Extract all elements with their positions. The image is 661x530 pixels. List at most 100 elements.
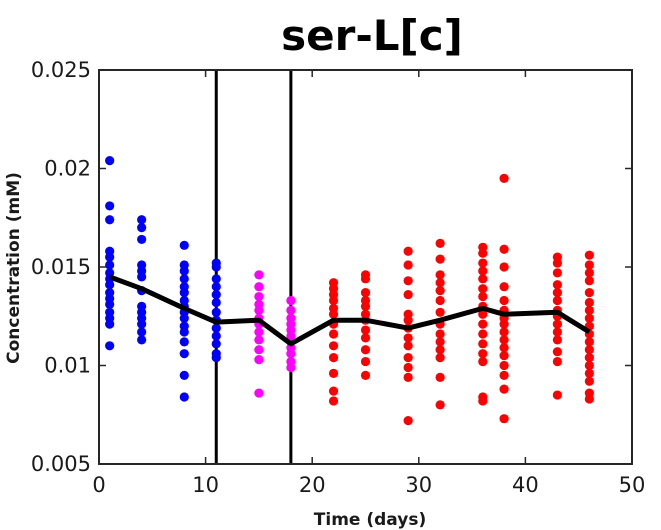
data-point xyxy=(552,280,562,290)
data-point xyxy=(435,372,445,382)
data-points xyxy=(105,156,594,426)
data-point xyxy=(360,345,371,355)
data-point xyxy=(105,252,115,262)
data-point xyxy=(584,345,594,355)
x-tick-label: 10 xyxy=(192,473,219,497)
data-point xyxy=(584,360,594,371)
data-point xyxy=(179,370,189,380)
data-point xyxy=(211,289,221,300)
data-point xyxy=(584,305,594,315)
data-point xyxy=(254,305,264,315)
data-point xyxy=(435,400,445,410)
data-point xyxy=(403,315,413,325)
data-point xyxy=(403,260,413,270)
data-point xyxy=(552,258,562,268)
chart-title: ser-L[c] xyxy=(281,11,463,60)
data-point xyxy=(360,288,371,298)
data-point xyxy=(499,327,509,337)
data-point xyxy=(584,313,594,323)
data-point xyxy=(360,301,371,311)
data-point xyxy=(478,284,488,294)
data-point xyxy=(137,223,147,233)
data-point xyxy=(403,341,413,351)
mean-line xyxy=(108,274,591,347)
data-point xyxy=(286,349,296,359)
data-point xyxy=(435,329,445,339)
x-tick-label: 0 xyxy=(92,473,105,497)
data-point xyxy=(179,327,189,337)
y-axis-label: Concentration (mM) xyxy=(4,172,24,364)
data-point xyxy=(211,297,221,308)
data-point xyxy=(478,319,488,329)
data-point xyxy=(584,376,594,386)
data-point xyxy=(403,246,413,256)
data-point xyxy=(403,276,413,286)
x-tick-label: 50 xyxy=(619,473,646,497)
data-point xyxy=(137,215,147,225)
data-point xyxy=(137,327,147,337)
data-point xyxy=(435,270,445,280)
data-point xyxy=(254,345,264,355)
data-point xyxy=(254,282,264,292)
data-point xyxy=(552,390,562,400)
data-point xyxy=(179,313,189,323)
data-point xyxy=(254,354,264,365)
data-point xyxy=(360,356,371,367)
data-point xyxy=(552,335,562,345)
data-point xyxy=(211,307,221,317)
x-tick-label: 40 xyxy=(512,473,539,497)
data-point xyxy=(137,335,147,345)
data-point xyxy=(360,370,371,380)
data-point xyxy=(478,274,488,284)
data-point xyxy=(328,309,339,319)
data-point xyxy=(552,319,562,329)
plot-frame xyxy=(98,69,633,465)
data-point xyxy=(403,362,413,373)
data-point xyxy=(254,327,264,337)
data-point xyxy=(105,156,115,166)
data-point xyxy=(137,272,147,282)
data-point xyxy=(499,414,509,424)
data-point xyxy=(328,396,339,406)
data-point xyxy=(179,392,189,402)
data-point xyxy=(254,291,264,302)
data-point xyxy=(499,370,509,380)
y-tick-label: 0.015 xyxy=(31,255,91,279)
data-point xyxy=(105,201,115,211)
data-point xyxy=(478,396,488,406)
data-point xyxy=(403,333,413,343)
data-point xyxy=(328,341,339,351)
data-point xyxy=(499,262,509,272)
data-point xyxy=(499,173,509,183)
data-point xyxy=(328,386,339,396)
x-tick-label: 20 xyxy=(299,473,326,497)
data-point xyxy=(584,260,594,270)
data-point xyxy=(286,362,296,373)
vertical-reference-lines xyxy=(214,70,293,464)
data-point xyxy=(211,282,221,292)
data-point xyxy=(105,260,115,270)
data-point xyxy=(179,274,189,284)
data-point xyxy=(478,329,488,339)
data-point xyxy=(499,335,509,345)
data-point xyxy=(254,335,264,345)
data-point xyxy=(478,248,488,258)
data-point xyxy=(552,347,562,357)
x-axis-label: Time (days) xyxy=(314,510,426,530)
data-point xyxy=(552,327,562,337)
data-point xyxy=(328,329,339,339)
data-point xyxy=(584,337,594,347)
data-point xyxy=(328,295,339,306)
data-point xyxy=(360,274,371,284)
data-point xyxy=(499,282,509,292)
data-point xyxy=(105,341,115,351)
data-point xyxy=(211,262,221,272)
data-point xyxy=(478,356,488,367)
data-point xyxy=(211,353,221,363)
y-tick-label: 0.02 xyxy=(44,157,91,181)
data-point xyxy=(478,349,488,359)
data-point xyxy=(403,353,413,363)
data-point xyxy=(105,319,115,329)
axis-ticks: 0 10 20 30 40 50 0.005 0.01 0.015 0.02 0.025 xyxy=(31,58,645,497)
